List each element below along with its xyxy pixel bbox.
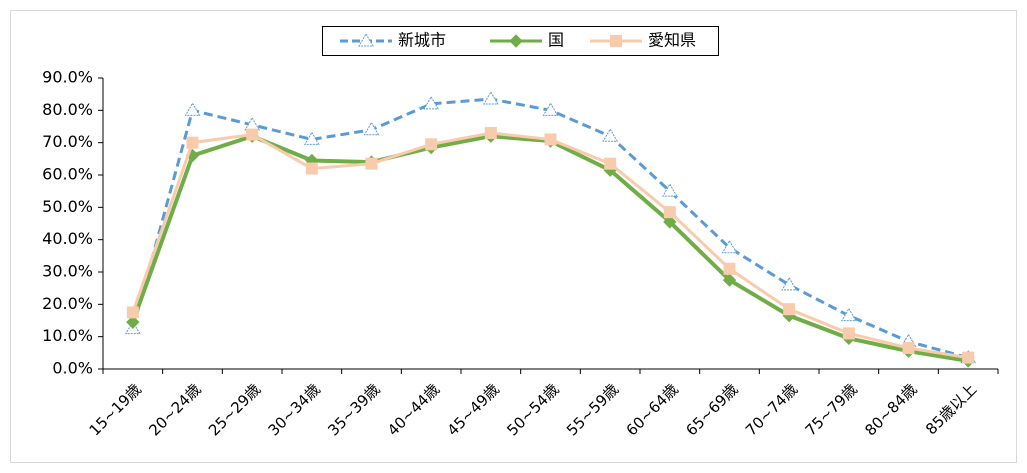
marker bbox=[126, 306, 139, 319]
marker bbox=[723, 262, 736, 275]
marker bbox=[244, 116, 261, 131]
marker bbox=[663, 215, 677, 229]
marker bbox=[602, 128, 619, 142]
marker bbox=[305, 162, 318, 175]
marker bbox=[722, 273, 737, 287]
marker bbox=[482, 91, 499, 105]
marker bbox=[423, 95, 440, 110]
legend-label: 新城市 bbox=[398, 31, 446, 50]
legend-marker bbox=[358, 33, 374, 47]
y-tick-label: 20.0% bbox=[42, 294, 93, 313]
marker bbox=[425, 138, 438, 151]
marker bbox=[303, 131, 320, 145]
y-tick-label: 80.0% bbox=[42, 100, 93, 119]
marker bbox=[484, 126, 497, 139]
marker bbox=[781, 276, 798, 291]
marker bbox=[840, 307, 857, 322]
y-tick-label: 90.0% bbox=[42, 68, 93, 87]
marker bbox=[604, 157, 617, 170]
marker bbox=[542, 102, 559, 116]
marker bbox=[544, 133, 557, 146]
marker bbox=[363, 121, 380, 136]
legend-marker bbox=[610, 35, 622, 47]
marker bbox=[186, 136, 199, 149]
legend-marker bbox=[509, 34, 523, 48]
legend-label: 国 bbox=[548, 31, 564, 50]
legend-label: 愛知県 bbox=[648, 31, 696, 50]
marker bbox=[842, 327, 855, 340]
marker bbox=[246, 128, 259, 141]
marker bbox=[783, 303, 796, 316]
y-tick-label: 30.0% bbox=[42, 262, 93, 281]
marker bbox=[184, 102, 201, 116]
y-tick-label: 60.0% bbox=[42, 165, 93, 184]
y-tick-label: 50.0% bbox=[42, 197, 93, 216]
y-tick-label: 70.0% bbox=[42, 132, 93, 151]
y-tick-label: 40.0% bbox=[42, 229, 93, 248]
y-tick-label: 0.0% bbox=[52, 359, 93, 378]
marker bbox=[661, 183, 678, 197]
marker bbox=[663, 206, 676, 219]
marker bbox=[721, 239, 738, 254]
y-tick-label: 10.0% bbox=[42, 326, 93, 345]
marker bbox=[365, 157, 378, 170]
chart-frame bbox=[10, 10, 1017, 463]
marker bbox=[902, 341, 915, 354]
marker bbox=[126, 315, 140, 329]
marker bbox=[962, 351, 975, 364]
